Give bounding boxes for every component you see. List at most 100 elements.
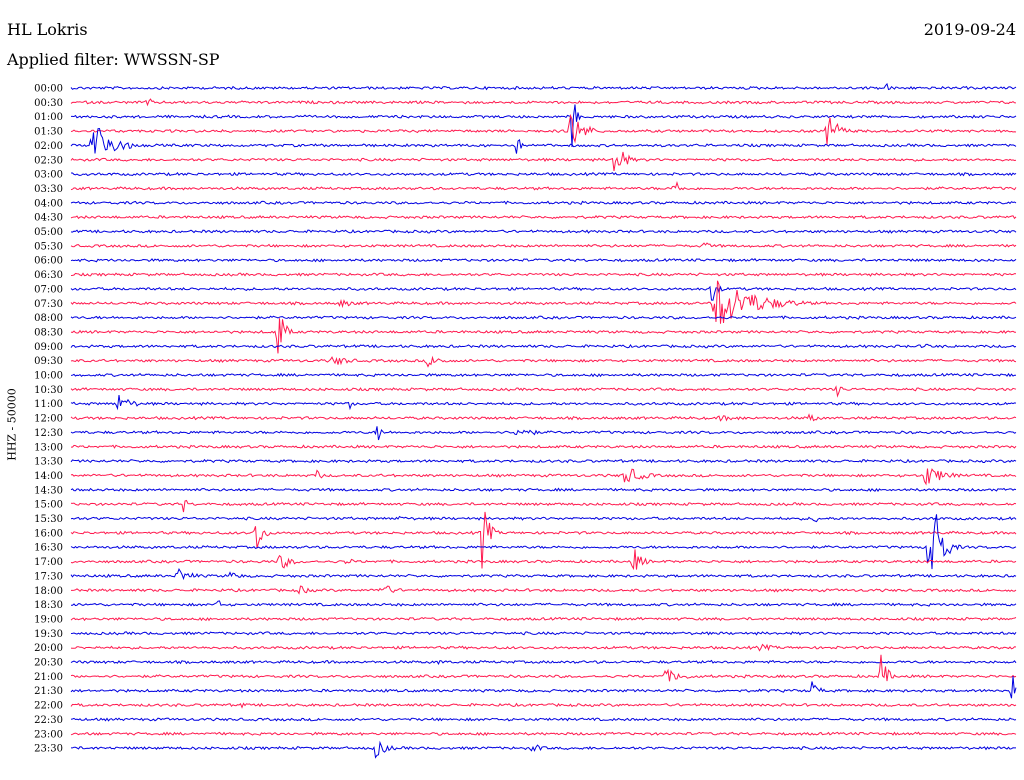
seismic-trace (71, 444, 1017, 449)
row-time-label: 19:00 (34, 614, 63, 625)
row-time-label: 22:30 (34, 715, 63, 726)
seismic-trace (70, 717, 1017, 722)
row-time-label: 01:30 (34, 127, 63, 138)
row-time-label: 00:00 (34, 84, 63, 95)
row-time-label: 03:00 (34, 170, 63, 181)
filter-label: Applied filter: WWSSN-SP (7, 50, 220, 69)
seismic-trace (70, 631, 1017, 636)
row-time-label: 08:00 (34, 313, 63, 324)
row-time-label: 17:00 (34, 557, 63, 568)
seismic-trace (70, 229, 1017, 234)
row-time-label: 23:00 (34, 729, 63, 740)
seismic-trace (70, 200, 1017, 205)
seismic-trace (71, 104, 1017, 148)
row-time-label: 16:30 (34, 543, 63, 554)
seismic-trace (70, 214, 1017, 220)
row-time-label: 20:00 (34, 643, 63, 654)
row-time-label: 03:30 (34, 184, 63, 195)
row-time-label: 02:30 (34, 155, 63, 166)
row-time-label: 01:00 (34, 112, 63, 123)
seismic-trace (70, 258, 1017, 263)
seismic-trace (70, 355, 1017, 368)
row-time-label: 14:30 (34, 485, 63, 496)
seismic-trace (70, 151, 1017, 171)
seismic-trace (70, 567, 1017, 581)
seismic-trace (70, 113, 1017, 145)
seismic-trace (70, 280, 1017, 324)
seismic-trace (71, 740, 1016, 759)
seismic-trace (70, 82, 1017, 91)
row-time-label: 05:30 (34, 241, 63, 252)
row-time-label: 19:30 (34, 629, 63, 640)
seismic-trace (70, 468, 1017, 486)
seismic-trace (70, 98, 1017, 107)
row-time-label: 08:30 (34, 327, 63, 338)
row-time-label: 09:30 (34, 356, 63, 367)
seismic-trace (70, 285, 1017, 301)
seismic-trace (71, 600, 1017, 607)
seismic-trace (70, 515, 1017, 523)
row-time-label: 15:30 (34, 514, 63, 525)
seismic-trace (70, 242, 1017, 249)
row-time-label: 21:00 (34, 672, 63, 683)
seismic-trace (70, 180, 1017, 191)
seismic-trace (71, 585, 1017, 595)
row-time-label: 16:00 (34, 528, 63, 539)
seismic-trace (70, 676, 1017, 699)
seismic-trace (70, 487, 1017, 492)
row-time-label: 17:30 (34, 571, 63, 582)
date-label: 2019-09-24 (923, 20, 1016, 39)
row-time-label: 18:00 (34, 586, 63, 597)
seismic-trace (70, 385, 1017, 398)
row-time-label: 12:00 (34, 414, 63, 425)
seismic-trace (70, 511, 1017, 569)
row-time-label: 13:00 (34, 442, 63, 453)
row-time-label: 00:30 (34, 98, 63, 109)
seismic-trace (70, 272, 1017, 277)
row-time-label: 06:30 (34, 270, 63, 281)
seismic-trace (70, 318, 1016, 354)
row-time-label: 22:00 (34, 701, 63, 712)
row-time-label: 06:00 (34, 256, 63, 267)
row-time-label: 23:30 (34, 744, 63, 755)
seismic-trace (70, 616, 1017, 622)
row-time-label: 04:00 (34, 198, 63, 209)
row-time-label: 02:00 (34, 141, 63, 152)
seismic-trace (70, 731, 1017, 737)
row-time-label: 10:30 (34, 385, 63, 396)
seismic-trace (70, 514, 1017, 570)
row-time-label: 18:30 (34, 600, 63, 611)
row-time-label: 07:30 (34, 299, 63, 310)
trace-rows: 00:00 00:30 01:00 01:30 02:00 02:30 03:00 03:30… (34, 82, 1017, 759)
row-time-label: 20:30 (34, 658, 63, 669)
row-time-label: 13:30 (34, 457, 63, 468)
row-time-label: 05:00 (34, 227, 63, 238)
row-time-label: 15:00 (34, 500, 63, 511)
seismic-trace (70, 426, 1017, 441)
seismic-trace (70, 549, 1017, 571)
seismic-trace (70, 413, 1017, 422)
row-time-label: 21:30 (34, 686, 63, 697)
row-time-label: 11:00 (34, 399, 63, 410)
seismic-trace (70, 127, 1017, 154)
row-time-label: 07:00 (34, 284, 63, 295)
row-time-label: 09:00 (34, 342, 63, 353)
seismic-trace (70, 654, 1017, 682)
station-title: HL Lokris (7, 20, 88, 39)
row-time-label: 12:30 (34, 428, 63, 439)
seismic-trace (70, 702, 1017, 709)
seismic-trace (70, 372, 1016, 378)
seismic-trace (71, 171, 1017, 177)
seismic-trace (70, 499, 1017, 513)
seismic-trace (70, 458, 1017, 464)
row-time-label: 14:00 (34, 471, 63, 482)
row-time-label: 10:00 (34, 371, 63, 382)
seismic-trace (70, 343, 1017, 349)
seismic-trace (70, 643, 1017, 652)
seismic-trace (70, 315, 1017, 320)
seismic-trace (70, 659, 1017, 665)
row-time-label: 04:30 (34, 213, 63, 224)
seismic-trace (70, 395, 1017, 411)
